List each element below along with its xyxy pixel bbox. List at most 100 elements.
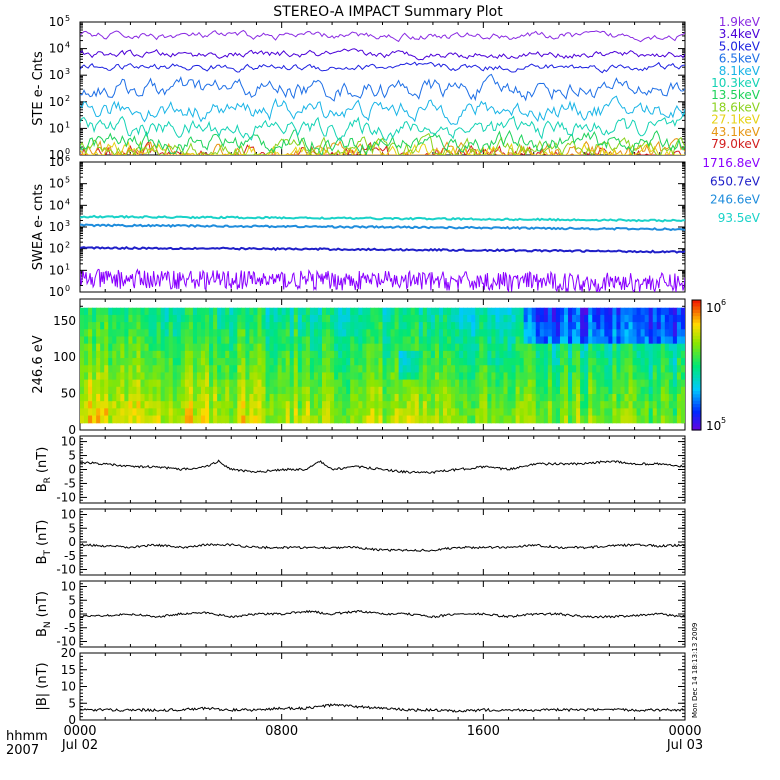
heatmap-cell [406,307,412,316]
heatmap-cell [196,307,202,316]
heatmap-cell [459,343,464,352]
heatmap-cell [221,314,226,323]
heatmap-cell [588,322,593,330]
heatmap-cell [455,329,460,338]
heatmap-cell [201,336,206,345]
heatmap-cell [322,372,327,381]
heatmap-cell [176,408,182,417]
heatmap-cell [273,314,279,323]
y-tick-label-4: 10 [61,435,76,449]
heatmap-cell [636,401,642,409]
heatmap-cell [233,379,238,388]
heatmap-cell [386,415,392,424]
heatmap-cell [483,358,488,366]
heatmap-cell [600,386,605,395]
heatmap-cell [362,343,367,352]
heatmap-cell [414,307,420,316]
heatmap-cell [261,350,267,359]
heatmap-cell [531,415,537,424]
heatmap-cell [168,329,174,338]
heatmap-cell [112,408,117,417]
heatmap-cell [217,415,222,424]
heatmap-cell [309,401,315,409]
x-tick-label-3: 0000 [668,724,701,739]
heatmap-cell [152,386,158,395]
heatmap-cell [531,379,537,388]
y-tick-label-1: -5 [64,549,76,563]
heatmap-cell [326,336,331,345]
heatmap-cell [156,322,162,330]
heatmap-cell [668,415,674,424]
heatmap-cell [672,329,678,338]
heatmap-cell [390,408,396,417]
heatmap-cell [92,336,97,345]
heatmap-cell [656,307,662,316]
heatmap-cell [676,350,682,359]
heatmap-cell [84,322,89,330]
heatmap-cell [374,314,380,323]
heatmap-cell [515,401,521,409]
heatmap-cell [209,401,214,409]
heatmap-cell [568,336,573,345]
heatmap-cell [180,401,186,409]
heatmap-cell [374,322,380,330]
heatmap-cell [382,307,388,316]
heatmap-cell [519,336,525,345]
heatmap-cell [338,336,343,345]
heatmap-cell [422,393,428,402]
heatmap-cell [471,314,476,323]
heatmap-cell [527,329,533,338]
heatmap-cell [84,379,89,388]
heatmap-cell [636,393,642,402]
heatmap-cell [229,329,234,338]
ste-series-79.0keV [80,140,685,155]
heatmap-cell [430,350,436,359]
heatmap-cell [205,372,210,381]
heatmap-cell [511,358,517,366]
heatmap-cell [136,408,142,417]
heatmap-cell [382,415,388,424]
heatmap-cell [656,408,662,417]
heatmap-cell [257,358,263,366]
heatmap-cell [612,322,618,330]
heatmap-cell [418,343,424,352]
heatmap-cell [616,415,622,424]
ste-series-18.6keV [80,132,685,155]
heatmap-cell [366,358,371,366]
heatmap-cell [152,372,158,381]
swea-legend-1: 650.7eV [710,174,761,188]
heatmap-cell [346,408,351,417]
heatmap-cell [148,393,154,402]
heatmap-cell [648,393,654,402]
heatmap-cell [644,314,650,323]
heatmap-cell [652,336,658,345]
heatmap-cell [555,408,561,417]
heatmap-cell [495,322,501,330]
heatmap-cell [132,393,138,402]
heatmap-cell [426,372,432,381]
heatmap-cell [580,307,585,316]
heatmap-cell [213,386,218,395]
heatmap-cell [192,379,198,388]
heatmap-cell [640,386,646,395]
heatmap-cell [309,408,315,417]
heatmap-cell [499,372,505,381]
heatmap-cell [620,307,626,316]
colorbar-step [692,319,701,324]
heatmap-cell [140,401,146,409]
heatmap-cell [414,358,420,366]
heatmap-cell [624,408,630,417]
heatmap-cell [640,350,646,359]
heatmap-cell [604,408,609,417]
heatmap-cell [402,358,408,366]
heatmap-cell [370,350,376,359]
heatmap-cell [176,401,182,409]
y-tick-label-1: 5 [68,696,76,710]
heatmap-cell [144,372,150,381]
heatmap-cell [632,415,638,424]
heatmap-cell [285,336,291,345]
heatmap-cell [503,322,509,330]
heatmap-cell [205,379,210,388]
heatmap-cell [596,401,601,409]
heatmap-cell [418,408,424,417]
